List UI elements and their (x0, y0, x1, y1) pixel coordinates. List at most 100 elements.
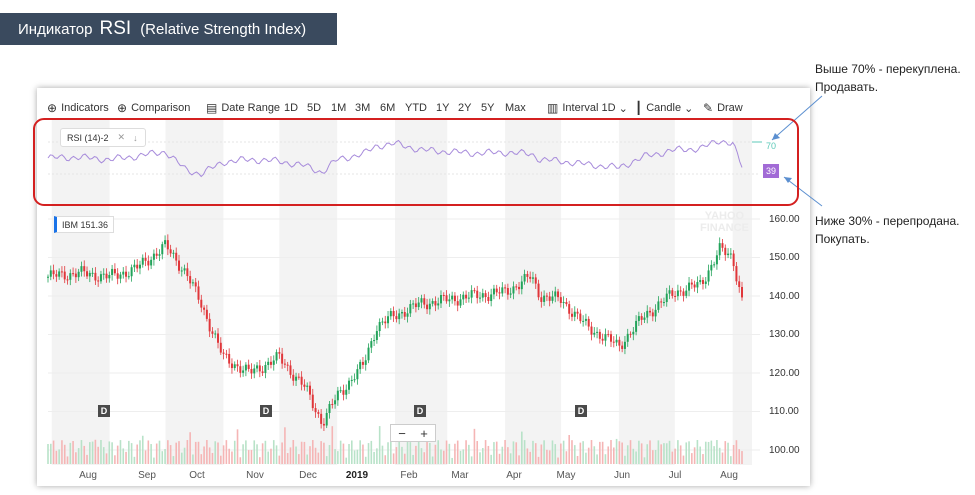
candle-body (543, 295, 546, 302)
candle-body (281, 353, 284, 364)
zoom-out-button[interactable]: − (398, 425, 406, 441)
volume-bar (203, 446, 205, 464)
candle-body (236, 364, 239, 367)
volume-bar (587, 447, 590, 464)
volume-bar (548, 450, 551, 464)
volume-bar (259, 457, 261, 464)
candle-body (707, 270, 710, 282)
volume-bar (256, 444, 258, 464)
volume-bar (512, 441, 515, 464)
x-axis-label: Apr (506, 470, 522, 481)
volume-bar (487, 445, 490, 464)
candle-body (395, 316, 398, 320)
candle-body (164, 240, 167, 245)
volume-bar (560, 443, 562, 464)
zoom-in-button[interactable]: + (420, 425, 428, 441)
candle-body (130, 267, 133, 277)
range-1y-button[interactable]: 1Y (436, 102, 450, 114)
candle-body (267, 361, 270, 365)
rsi-legend[interactable]: RSI (14)-2 ✕ ↓ (60, 128, 146, 147)
dividend-marker[interactable]: D (98, 405, 110, 417)
volume-bar (320, 441, 322, 464)
x-axis-label: May (556, 470, 576, 481)
range-3m-button[interactable]: 3M (355, 102, 371, 114)
volume-bar (233, 440, 236, 464)
volume-bar (579, 442, 582, 464)
slide-title-rsi: RSI (99, 18, 132, 39)
volume-bar (543, 440, 545, 464)
volume-bar (518, 455, 520, 464)
volume-bar (359, 440, 361, 464)
draw-button[interactable]: ✎ Draw (703, 99, 743, 117)
candle-body (122, 271, 125, 275)
volume-bar (314, 447, 317, 464)
range-1d-button[interactable]: 1D (284, 102, 299, 114)
candle-body (253, 368, 256, 374)
candle-body (721, 243, 724, 248)
volume-bar (437, 440, 440, 464)
close-icon[interactable]: ✕ (117, 132, 126, 142)
chart-toolbar: ⊕ Indicators ⊕ Comparison ▤ Date Range 1D 5… (37, 99, 810, 117)
volume-bar (253, 440, 256, 464)
dividend-marker[interactable]: D (414, 405, 426, 417)
candle-body (52, 270, 55, 275)
range-1m-button[interactable]: 1M (331, 102, 347, 114)
candle-body (342, 390, 345, 395)
chevron-down-icon: ⌄ (681, 102, 694, 115)
volume-bar (403, 453, 406, 464)
x-axis-label: Nov (246, 470, 264, 481)
candle-body (713, 264, 716, 266)
y-axis-label: 110.00 (769, 406, 799, 417)
volume-bar (484, 440, 487, 464)
slide-title-full: (Relative Strength Index) (140, 20, 307, 38)
volume-bar (83, 445, 86, 464)
candle-body (724, 247, 727, 256)
volume-bar (328, 445, 331, 464)
range-2y-button[interactable]: 2Y (458, 102, 472, 114)
volume-bar (493, 442, 495, 464)
volume-bar (426, 426, 428, 464)
chart-type-dropdown[interactable]: ┃ Candle ⌄ (635, 99, 693, 117)
volume-bar (621, 442, 623, 464)
date-range-button[interactable]: ▤ Date Range (206, 99, 280, 117)
range-6m-button[interactable]: 6M (380, 102, 396, 114)
volume-bar (362, 444, 364, 464)
volume-bar (323, 442, 325, 464)
range-5y-button[interactable]: 5Y (481, 102, 495, 114)
volume-bar (537, 456, 540, 464)
volume-bar (691, 453, 693, 464)
interval-dropdown[interactable]: ▥ Interval 1D ⌄ (547, 99, 628, 117)
volume-bar (529, 451, 531, 464)
y-axis-label: 140.00 (769, 291, 800, 302)
candle-body (325, 412, 328, 426)
candle-body (158, 254, 161, 256)
volume-bar (116, 445, 119, 464)
comparison-button[interactable]: ⊕ Comparison (117, 99, 190, 117)
volume-bar (626, 445, 629, 464)
dividend-marker[interactable]: D (260, 405, 272, 417)
volume-bar (306, 454, 309, 464)
volume-bar (640, 443, 643, 464)
candle-body (183, 268, 186, 271)
volume-bar (610, 440, 612, 464)
volume-bar (390, 441, 392, 464)
range-5d-button[interactable]: 5D (307, 102, 322, 114)
arrow-down-icon[interactable]: ↓ (133, 132, 138, 143)
candle-body (582, 320, 585, 322)
range-ytd-button[interactable]: YTD (405, 102, 427, 114)
volume-bar (292, 440, 295, 464)
candle-body (704, 281, 707, 284)
volume-bar (707, 441, 710, 464)
dividend-marker[interactable]: D (575, 405, 587, 417)
indicators-button[interactable]: ⊕ Indicators (47, 99, 109, 117)
candle-body (679, 290, 682, 292)
volume-bar (534, 443, 537, 464)
volume-bar (685, 442, 688, 464)
range-max-button[interactable]: Max (505, 102, 526, 114)
candle-body (576, 311, 579, 314)
candle-body (735, 266, 738, 282)
candle-body (417, 302, 420, 308)
candle-body (484, 293, 487, 298)
volume-bar (635, 451, 637, 464)
month-band (279, 120, 338, 465)
